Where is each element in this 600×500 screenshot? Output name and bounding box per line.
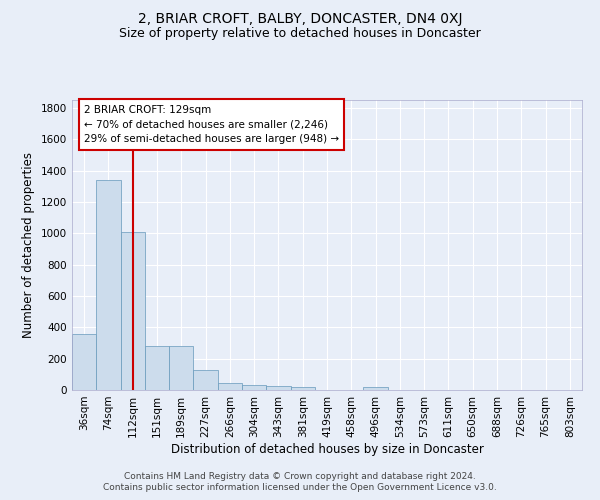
Text: 2, BRIAR CROFT, BALBY, DONCASTER, DN4 0XJ: 2, BRIAR CROFT, BALBY, DONCASTER, DN4 0X… xyxy=(138,12,462,26)
Bar xyxy=(193,370,218,390)
Text: Contains public sector information licensed under the Open Government Licence v3: Contains public sector information licen… xyxy=(103,484,497,492)
Bar xyxy=(290,387,315,390)
Bar xyxy=(72,334,96,390)
Text: Contains HM Land Registry data © Crown copyright and database right 2024.: Contains HM Land Registry data © Crown c… xyxy=(124,472,476,481)
Bar xyxy=(96,180,121,390)
Text: Size of property relative to detached houses in Doncaster: Size of property relative to detached ho… xyxy=(119,28,481,40)
Y-axis label: Number of detached properties: Number of detached properties xyxy=(22,152,35,338)
X-axis label: Distribution of detached houses by size in Doncaster: Distribution of detached houses by size … xyxy=(170,442,484,456)
Bar xyxy=(169,346,193,390)
Bar xyxy=(364,387,388,390)
Bar xyxy=(121,232,145,390)
Bar xyxy=(266,386,290,390)
Bar xyxy=(145,346,169,390)
Bar xyxy=(218,383,242,390)
Text: 2 BRIAR CROFT: 129sqm
← 70% of detached houses are smaller (2,246)
29% of semi-d: 2 BRIAR CROFT: 129sqm ← 70% of detached … xyxy=(84,104,339,144)
Bar xyxy=(242,384,266,390)
